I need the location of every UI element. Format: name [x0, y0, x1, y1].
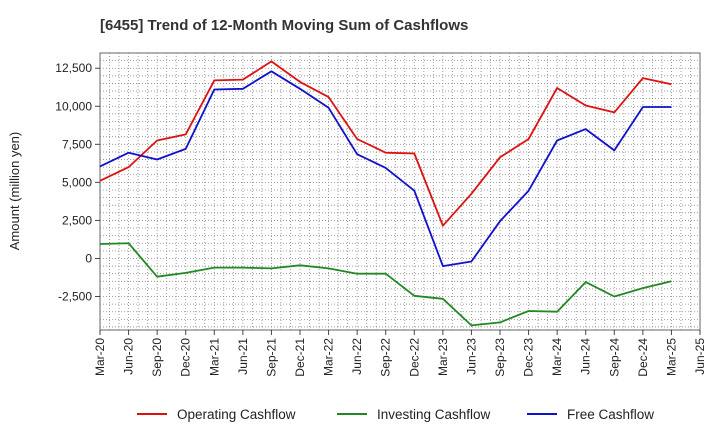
x-tick-label: Mar-21 — [207, 338, 221, 376]
y-tick-label: 10,000 — [55, 99, 92, 113]
series-lines — [99, 60, 672, 327]
x-tick-label: Jun-22 — [350, 338, 364, 375]
grid-lines — [100, 53, 700, 330]
free-cashflow-legend-label: Free Cashflow — [567, 407, 654, 422]
y-tick-label: 12,500 — [55, 61, 92, 75]
free-cashflow-line — [99, 70, 672, 268]
x-tick-label: Dec-21 — [293, 338, 307, 377]
x-axis-ticks: Mar-20 Jun-20 Sep-20 Dec-20 Mar-21 Jun-21 Sep-… — [93, 330, 707, 377]
x-tick-label: Sep-21 — [264, 338, 278, 377]
x-tick-label: Dec-23 — [522, 338, 536, 377]
x-tick-label: Jun-25 — [693, 338, 707, 375]
x-tick-label: Sep-23 — [493, 338, 507, 377]
x-tick-label: Dec-20 — [179, 338, 193, 377]
operating-cashflow-legend-label: Operating Cashflow — [177, 407, 296, 422]
x-tick-label: Sep-22 — [379, 338, 393, 377]
y-tick-label: 5,000 — [62, 175, 92, 189]
y-axis-label: Amount (million yen) — [7, 132, 22, 251]
x-tick-label: Mar-24 — [550, 338, 564, 376]
x-tick-label: Jun-23 — [464, 338, 478, 375]
y-tick-label: 0 — [85, 251, 92, 265]
y-axis-ticks: 12,500 10,000 7,500 5,000 2,500 0 -2,500 — [55, 61, 100, 304]
operating-cashflow-line — [99, 60, 672, 227]
x-tick-label: Jun-24 — [579, 338, 593, 375]
x-tick-label: Dec-22 — [407, 338, 421, 377]
x-tick-label: Mar-25 — [664, 338, 678, 376]
y-tick-label: -2,500 — [58, 290, 92, 304]
x-tick-label: Sep-20 — [150, 338, 164, 377]
x-tick-label: Sep-24 — [607, 338, 621, 377]
y-tick-label: 7,500 — [62, 137, 92, 151]
x-tick-label: Mar-23 — [436, 338, 450, 376]
investing-cashflow-legend-label: Investing Cashflow — [377, 407, 491, 422]
legend: Operating Cashflow Investing Cashflow Free… — [137, 407, 654, 422]
x-tick-label: Jun-20 — [122, 338, 136, 375]
x-tick-label: Mar-22 — [322, 338, 336, 376]
x-tick-label: Mar-20 — [93, 338, 107, 376]
x-tick-label: Jun-21 — [236, 338, 250, 375]
chart-title: [6455] Trend of 12-Month Moving Sum of C… — [100, 17, 468, 34]
y-tick-label: 2,500 — [62, 213, 92, 227]
plot-area — [99, 52, 701, 331]
investing-cashflow-line — [99, 242, 672, 327]
x-tick-label: Dec-24 — [636, 338, 650, 377]
